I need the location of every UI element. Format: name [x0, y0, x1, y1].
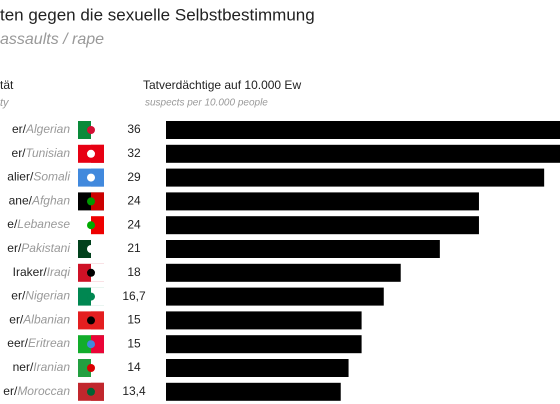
flag-part — [91, 287, 104, 306]
chart-title: ten gegen die sexuelle Selbstbestimmung — [0, 5, 315, 24]
bar — [166, 287, 384, 306]
flag-part — [91, 382, 104, 401]
flag-emblem — [87, 173, 95, 182]
category-label-de: Iraker/ — [13, 265, 48, 279]
flag-emblem — [87, 268, 95, 277]
category-label: er/Nigerian — [11, 289, 70, 303]
category-label-de: er/ — [12, 122, 27, 136]
flag-emblem — [87, 245, 95, 253]
value-label: 13,4 — [122, 384, 146, 398]
flag-part — [91, 121, 104, 139]
category-label-de: er/ — [3, 384, 18, 398]
category-label: alier/Somali — [7, 170, 70, 184]
category-label-en: Albanian — [22, 313, 70, 327]
category-label-de: er/ — [9, 313, 24, 327]
category-label-en: Moroccan — [17, 384, 70, 398]
flag-emblem — [87, 387, 95, 396]
flag-emblem — [87, 221, 95, 230]
category-label-en: Lebanese — [17, 217, 70, 231]
flag-part — [91, 359, 104, 377]
value-label: 29 — [127, 170, 141, 184]
category-label: er/Tunisian — [12, 146, 71, 160]
flag-part — [91, 263, 104, 282]
bar — [166, 382, 341, 401]
category-label-de: ane/ — [9, 194, 33, 208]
category-header: tät — [0, 78, 14, 92]
value-label: 14 — [127, 360, 141, 374]
bar — [166, 168, 545, 187]
flag-part — [91, 168, 104, 187]
flag-emblem — [87, 126, 95, 134]
value-header-en: suspects per 10.000 people — [145, 98, 268, 109]
category-label-de: e/ — [7, 217, 18, 231]
category-label: er/Algerian — [12, 122, 70, 136]
value-label: 32 — [127, 146, 141, 160]
category-label-en: Somali — [33, 170, 70, 184]
category-label: ane/Afghan — [9, 194, 71, 208]
bar — [166, 121, 560, 139]
flag-part — [91, 216, 104, 235]
bar — [166, 240, 440, 258]
value-label: 24 — [127, 194, 141, 208]
category-label-de: alier/ — [7, 170, 34, 184]
category-label-en: Algerian — [25, 122, 70, 136]
value-header: Tatverdächtige auf 10.000 Ew — [143, 78, 301, 92]
category-label-de: er/ — [11, 289, 26, 303]
flag-part — [91, 144, 104, 163]
category-label-en: Iraqi — [47, 265, 71, 279]
category-label: eer/Eritrean — [7, 336, 70, 350]
flag-emblem — [87, 316, 95, 325]
bar — [166, 311, 362, 330]
category-label-en: Iranian — [33, 360, 70, 374]
flag-part — [91, 311, 104, 330]
category-label-en: Eritrean — [28, 336, 70, 350]
bar — [166, 335, 362, 354]
category-label-de: er/ — [12, 146, 27, 160]
category-label: er/Moroccan — [3, 384, 70, 398]
flag-part — [91, 240, 104, 258]
value-label: 24 — [127, 217, 141, 231]
category-label-de: ner/ — [13, 360, 34, 374]
category-label-en: Afghan — [31, 194, 70, 208]
category-label-en: Tunisian — [26, 146, 71, 160]
category-label: er/Albanian — [9, 313, 70, 327]
category-label-en: Pakistani — [21, 241, 70, 255]
flag-part — [91, 335, 104, 354]
flag-emblem — [87, 197, 95, 206]
category-header-en: ty — [0, 97, 10, 109]
category-label: Iraker/Iraqi — [13, 265, 71, 279]
value-label: 16,7 — [122, 289, 146, 303]
chart-subtitle: assaults / rape — [0, 31, 104, 48]
value-label: 18 — [127, 265, 141, 279]
bar — [166, 216, 479, 235]
category-label-de: er/ — [7, 241, 22, 255]
flag-part — [91, 192, 104, 211]
category-label: e/Lebanese — [7, 217, 70, 231]
value-label: 21 — [127, 241, 141, 255]
value-label: 15 — [127, 313, 141, 327]
category-label-de: eer/ — [7, 336, 28, 350]
bar — [166, 144, 560, 163]
flag-emblem — [87, 340, 95, 349]
category-label-en: Nigerian — [25, 289, 70, 303]
category-label: ner/Iranian — [13, 360, 71, 374]
bar — [166, 192, 479, 211]
value-label: 15 — [127, 336, 141, 350]
bar — [166, 263, 401, 282]
flag-emblem — [87, 292, 95, 301]
flag-emblem — [87, 149, 95, 158]
category-label: er/Pakistani — [7, 241, 70, 255]
bar — [166, 359, 349, 377]
flag-emblem — [87, 364, 95, 372]
value-label: 36 — [127, 122, 141, 136]
